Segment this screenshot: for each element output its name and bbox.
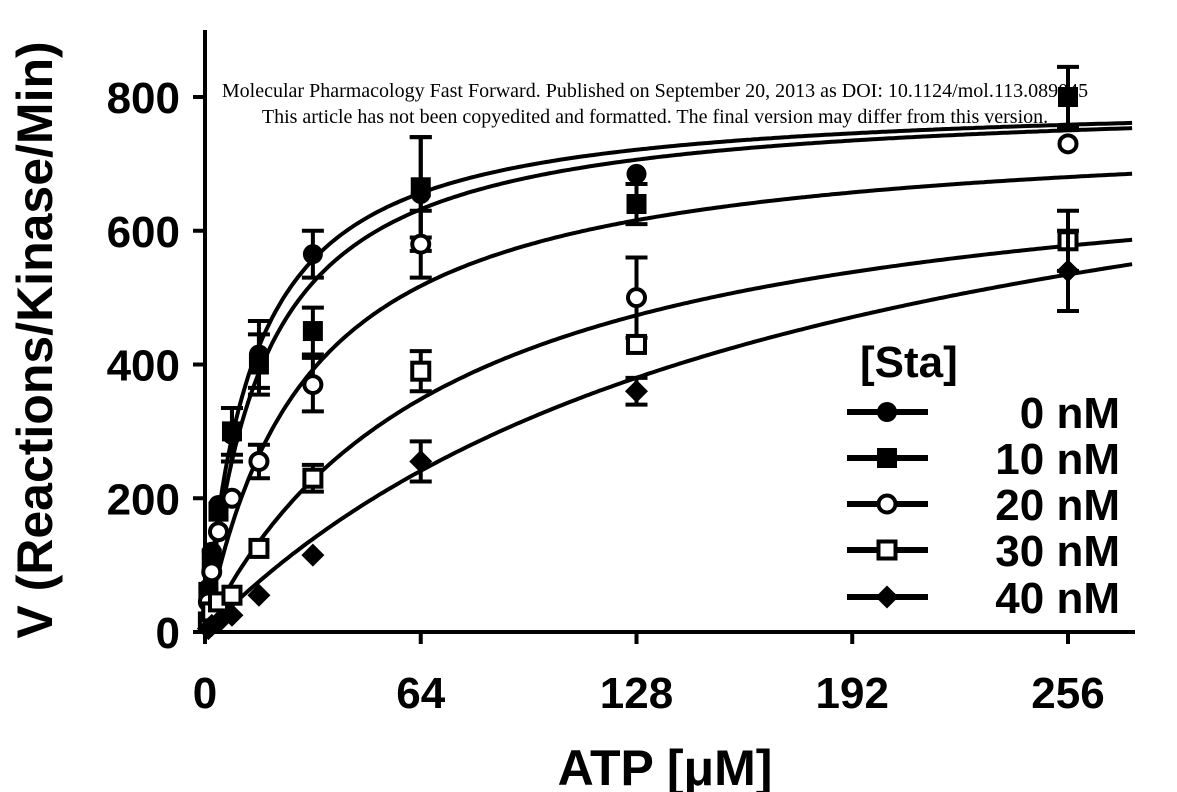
legend-label: 0 nM	[1020, 389, 1120, 438]
fit-curve-2	[203, 171, 1133, 633]
data-point	[410, 177, 431, 198]
fit-curve-1	[203, 126, 1133, 633]
legend-marker	[877, 448, 897, 468]
data-point	[626, 333, 647, 355]
x-tick-label: 64	[396, 669, 445, 718]
y-tick-label: 200	[107, 475, 180, 524]
legend-marker	[876, 493, 898, 515]
legend-item: 10 nM	[847, 435, 1120, 484]
x-tick-label: 192	[816, 669, 889, 718]
fit-curve-3	[203, 237, 1133, 633]
data-point	[247, 583, 271, 607]
legend-marker	[875, 585, 899, 609]
x-axis-title: ATP [μM]	[558, 740, 773, 792]
data-point	[625, 379, 648, 403]
x-tick-label: 0	[193, 669, 217, 718]
data-point	[201, 561, 223, 583]
data-point	[626, 287, 647, 309]
data-point	[221, 584, 243, 606]
series-40-nM	[196, 228, 1080, 641]
data-point	[220, 603, 244, 627]
legend-item: 0 nM	[847, 389, 1120, 438]
data-point	[302, 244, 323, 265]
data-point	[221, 487, 243, 509]
watermark-line-1: Molecular Pharmacology Fast Forward. Pub…	[222, 80, 1088, 102]
legend-item: 40 nM	[847, 574, 1120, 623]
data-point	[302, 467, 324, 489]
data-point	[248, 354, 269, 375]
data-point	[626, 163, 647, 184]
data-point	[1058, 87, 1078, 107]
y-tick-label: 800	[107, 74, 180, 123]
data-point	[1057, 133, 1079, 155]
data-point	[301, 543, 325, 567]
y-tick-label: 0	[156, 609, 180, 658]
legend-label: 40 nM	[995, 574, 1120, 623]
y-tick-label: 400	[107, 342, 180, 391]
y-axis-title: V (Reactions/Kinase/Min)	[7, 41, 63, 638]
x-tick-label: 256	[1031, 669, 1104, 718]
data-point	[410, 360, 432, 382]
data-point	[302, 374, 324, 396]
watermark-line-2: This article has not been copyedited and…	[262, 106, 1048, 128]
legend-item: 30 nM	[847, 527, 1120, 576]
fit-curves	[203, 120, 1133, 634]
fit-curve-4	[203, 262, 1133, 634]
fit-curve-0	[203, 120, 1133, 633]
legend-marker	[877, 402, 897, 422]
x-tick-label: 128	[600, 669, 673, 718]
data-point	[207, 521, 229, 543]
legend-marker	[876, 539, 898, 561]
data-point	[248, 450, 270, 472]
data-point	[248, 537, 270, 559]
data-series	[196, 64, 1080, 641]
legend-label: 20 nM	[995, 481, 1120, 530]
data-point	[626, 194, 647, 214]
data-point	[302, 321, 323, 342]
legend-item: 20 nM	[847, 481, 1120, 530]
legend-label: 10 nM	[995, 435, 1120, 484]
series-30-nM	[197, 208, 1079, 633]
legend-title: [Sta]	[860, 338, 958, 387]
y-tick-label: 600	[107, 208, 180, 257]
series-0-nM	[198, 64, 1079, 599]
data-point	[1056, 259, 1080, 283]
data-point	[410, 233, 432, 255]
data-point	[409, 449, 433, 473]
data-point	[208, 501, 229, 522]
data-point	[221, 421, 242, 442]
legend-label: 30 nM	[995, 527, 1120, 576]
